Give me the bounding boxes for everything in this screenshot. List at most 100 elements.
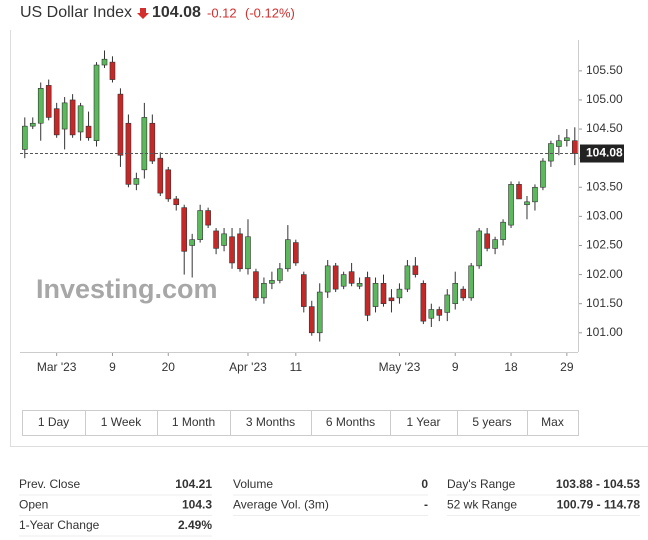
candle-body [269, 280, 275, 284]
candle-body [548, 143, 554, 162]
price-change-percent: (-0.12%) [245, 5, 295, 20]
range-button-label[interactable]: 1 Year [406, 415, 440, 429]
y-tick-label: 103.00 [586, 209, 623, 223]
range-button-label[interactable]: 6 Months [326, 415, 375, 429]
candle-body [364, 277, 371, 316]
x-tick-label: Apr '23 [229, 360, 267, 374]
range-button-bg[interactable] [230, 410, 312, 436]
candle-body [93, 64, 100, 142]
candle-body [173, 198, 180, 206]
candle-body [500, 221, 506, 240]
y-tick-label: 104.50 [586, 121, 623, 135]
range-button-label[interactable]: 1 Day [38, 415, 69, 429]
candle-body [508, 184, 514, 226]
candle-body [460, 288, 467, 299]
y-tick-label: 101.00 [586, 325, 623, 339]
candle-body [556, 140, 562, 147]
candle-body [452, 283, 459, 304]
candle-body [189, 239, 195, 246]
y-tick-label: 105.50 [586, 63, 623, 77]
candle-body [29, 122, 36, 127]
candle-body [340, 274, 347, 287]
price-change: -0.12 [207, 5, 237, 20]
candle-body [277, 268, 283, 281]
range-button[interactable]: 1 Month [157, 410, 231, 436]
x-tick-label: 11 [290, 360, 303, 374]
stat-label: Open [19, 498, 48, 512]
range-button[interactable]: 6 Months [311, 410, 391, 436]
panel-border [10, 30, 648, 447]
candle-body [197, 210, 203, 240]
range-button[interactable]: 5 years [457, 410, 528, 436]
stat-label: 1-Year Change [19, 518, 100, 532]
last-price-tag-label: 104.08 [586, 146, 623, 160]
stat-value: 100.79 - 114.78 [557, 498, 641, 512]
range-button-bg[interactable] [22, 410, 86, 436]
range-button-bg[interactable] [311, 410, 391, 436]
candle-body [420, 283, 427, 322]
range-button-label[interactable]: 3 Months [246, 415, 295, 429]
candle-body [316, 291, 323, 334]
range-button-label[interactable]: Max [541, 415, 564, 429]
range-button[interactable]: 1 Day [22, 410, 86, 436]
candle-body [476, 230, 482, 267]
candle-body [45, 85, 52, 118]
candle-body [133, 178, 140, 185]
candle-body [69, 99, 76, 136]
candle-body [436, 309, 443, 316]
x-tick-label: 18 [504, 360, 518, 374]
stats-table: Prev. Close 104.21 Open 104.3 1-Year Change 2… [19, 477, 641, 537]
range-button[interactable]: Max [527, 410, 579, 436]
range-button-label[interactable]: 5 years [472, 415, 511, 429]
candle-body [308, 306, 315, 334]
candle-body [372, 283, 379, 307]
stat-value: - [424, 498, 428, 512]
candle-body [237, 233, 243, 270]
y-tick-label: 105.00 [586, 92, 623, 106]
stat-label: Day's Range [447, 477, 516, 491]
candle-body [324, 265, 331, 293]
x-tick-label: May '23 [379, 360, 421, 374]
candle-body [181, 207, 188, 252]
candle-body [348, 271, 355, 284]
candle-body [356, 283, 363, 287]
candle-body [300, 274, 307, 307]
last-price: 104.08 [152, 4, 201, 21]
candle-body [492, 239, 498, 249]
candle-body [532, 186, 538, 203]
candle-body [468, 265, 474, 299]
y-tick-label: 102.00 [586, 267, 623, 281]
candle-body [388, 297, 395, 302]
candle-body [61, 102, 68, 130]
candle-body [380, 283, 387, 304]
candle-body [540, 160, 546, 188]
candle-body [37, 88, 44, 124]
range-button[interactable]: 1 Week [85, 410, 158, 436]
candle-body [221, 233, 227, 246]
x-tick-label: 29 [560, 360, 574, 374]
instrument-title: US Dollar Index [20, 4, 132, 21]
x-tick-label: Mar '23 [37, 360, 77, 374]
range-button-label[interactable]: 1 Week [101, 415, 142, 429]
candle-body [53, 108, 60, 136]
y-tick-label: 101.50 [586, 296, 623, 310]
range-button-label[interactable]: 1 Month [172, 415, 215, 429]
range-bar: 1 Day 1 Week 1 Month 3 Months 6 Months 1 Year… [22, 410, 579, 436]
range-button[interactable]: 3 Months [230, 410, 312, 436]
stat-label: Average Vol. (3m) [233, 498, 329, 512]
candle-body [428, 309, 435, 319]
y-tick-label: 103.50 [586, 179, 623, 193]
x-tick-label: 9 [109, 360, 116, 374]
range-button-bg[interactable] [390, 410, 458, 436]
watermark: Investing.com [36, 274, 218, 304]
stat-value: 0 [421, 477, 428, 491]
y-tick-label: 102.50 [586, 238, 623, 252]
range-button-bg[interactable] [527, 410, 579, 436]
range-button[interactable]: 1 Year [390, 410, 458, 436]
candle-body [516, 184, 522, 200]
stat-label: Volume [233, 477, 273, 491]
candle-body [117, 93, 124, 156]
stat-value: 104.21 [175, 477, 212, 491]
